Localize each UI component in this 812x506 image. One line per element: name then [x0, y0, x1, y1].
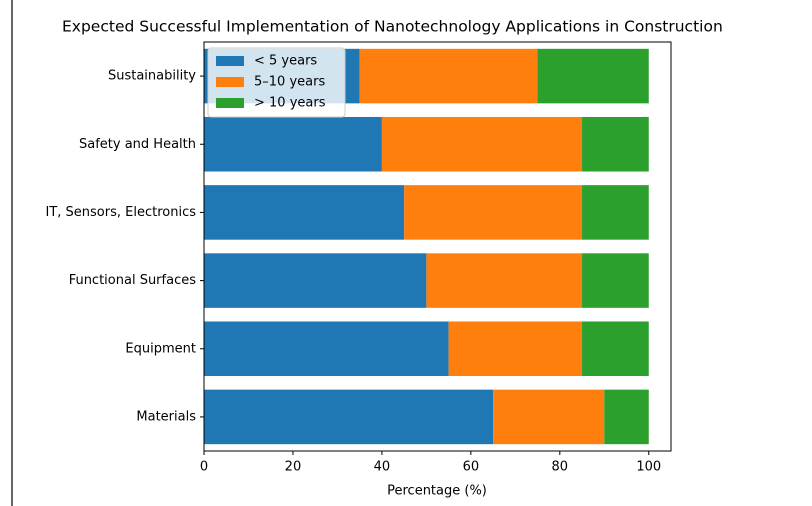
bar-segment	[204, 253, 427, 308]
bar-segment	[204, 321, 449, 377]
bar-segment	[426, 253, 583, 308]
bar-segment	[204, 389, 494, 445]
legend-label: > 10 years	[254, 96, 326, 111]
bar-segment	[604, 389, 649, 445]
bar-segment	[204, 116, 382, 172]
y-tick-label: Sustainability	[108, 69, 196, 84]
bar-segment	[448, 321, 583, 377]
x-tick-label: 20	[285, 460, 302, 475]
y-tick-label: Functional Surfaces	[69, 273, 197, 288]
bar-segment	[381, 116, 583, 172]
x-tick-label: 100	[636, 460, 661, 475]
x-tick-label: 0	[200, 460, 208, 475]
y-tick-label: IT, Sensors, Electronics	[46, 205, 197, 220]
legend-swatch	[216, 77, 244, 87]
bar-segment	[204, 185, 405, 240]
bar-segment	[537, 48, 649, 104]
y-tick-label: Materials	[136, 409, 196, 424]
legend-swatch	[216, 98, 244, 108]
legend-label: < 5 years	[254, 54, 317, 69]
x-tick-label: 80	[552, 460, 569, 475]
bar-segment	[493, 389, 605, 445]
x-tick-label: 40	[374, 460, 391, 475]
bar-segment	[582, 253, 649, 308]
legend-swatch	[216, 56, 244, 66]
x-tick-label: 60	[463, 460, 480, 475]
legend-label: 5–10 years	[254, 75, 325, 90]
y-tick-label: Equipment	[125, 341, 196, 356]
bar-segment	[582, 321, 649, 377]
x-axis-label: Percentage (%)	[387, 484, 487, 499]
chart-title: Expected Successful Implementation of Na…	[62, 18, 723, 36]
bar-segment	[582, 185, 649, 240]
axes-frame	[203, 41, 672, 452]
bar-segment	[404, 185, 583, 240]
y-tick-label: Safety and Health	[79, 137, 196, 152]
bar-segment	[359, 48, 538, 104]
bar-segment	[582, 116, 649, 172]
